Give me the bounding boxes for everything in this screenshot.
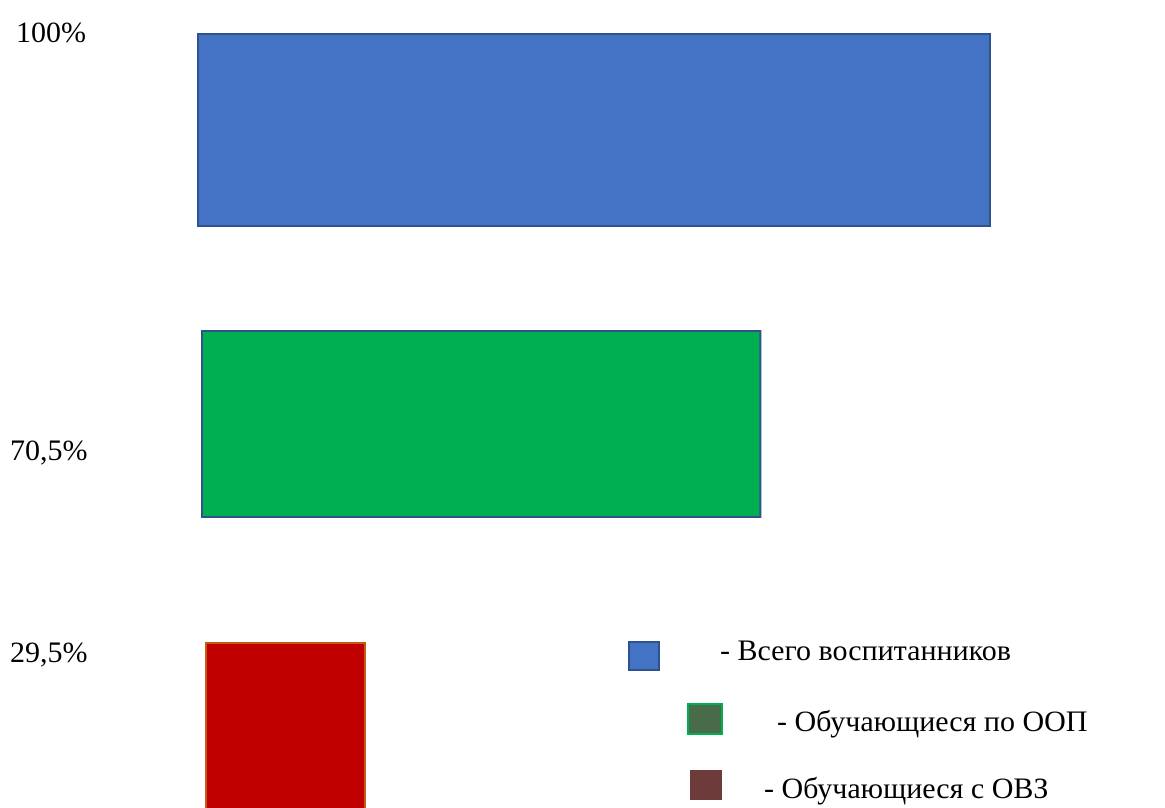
legend-label-oop: - Обучающиеся по ООП (777, 705, 1088, 738)
legend-swatch-ovz (690, 770, 722, 800)
bar-oop (201, 330, 762, 518)
value-label-ovz: 29,5% (10, 636, 88, 669)
legend-swatch-total (628, 641, 660, 671)
bars-group (197, 33, 991, 808)
legend-swatch-oop (687, 703, 723, 735)
value-label-total: 100% (16, 16, 86, 49)
legend-label-ovz: - Обучающиеся с ОВЗ (764, 772, 1049, 805)
legend-label-total: - Всего воспитанников (720, 634, 1011, 667)
bar-ovz (205, 642, 366, 808)
bar-total (197, 33, 991, 227)
value-label-oop: 70,5% (10, 434, 88, 467)
